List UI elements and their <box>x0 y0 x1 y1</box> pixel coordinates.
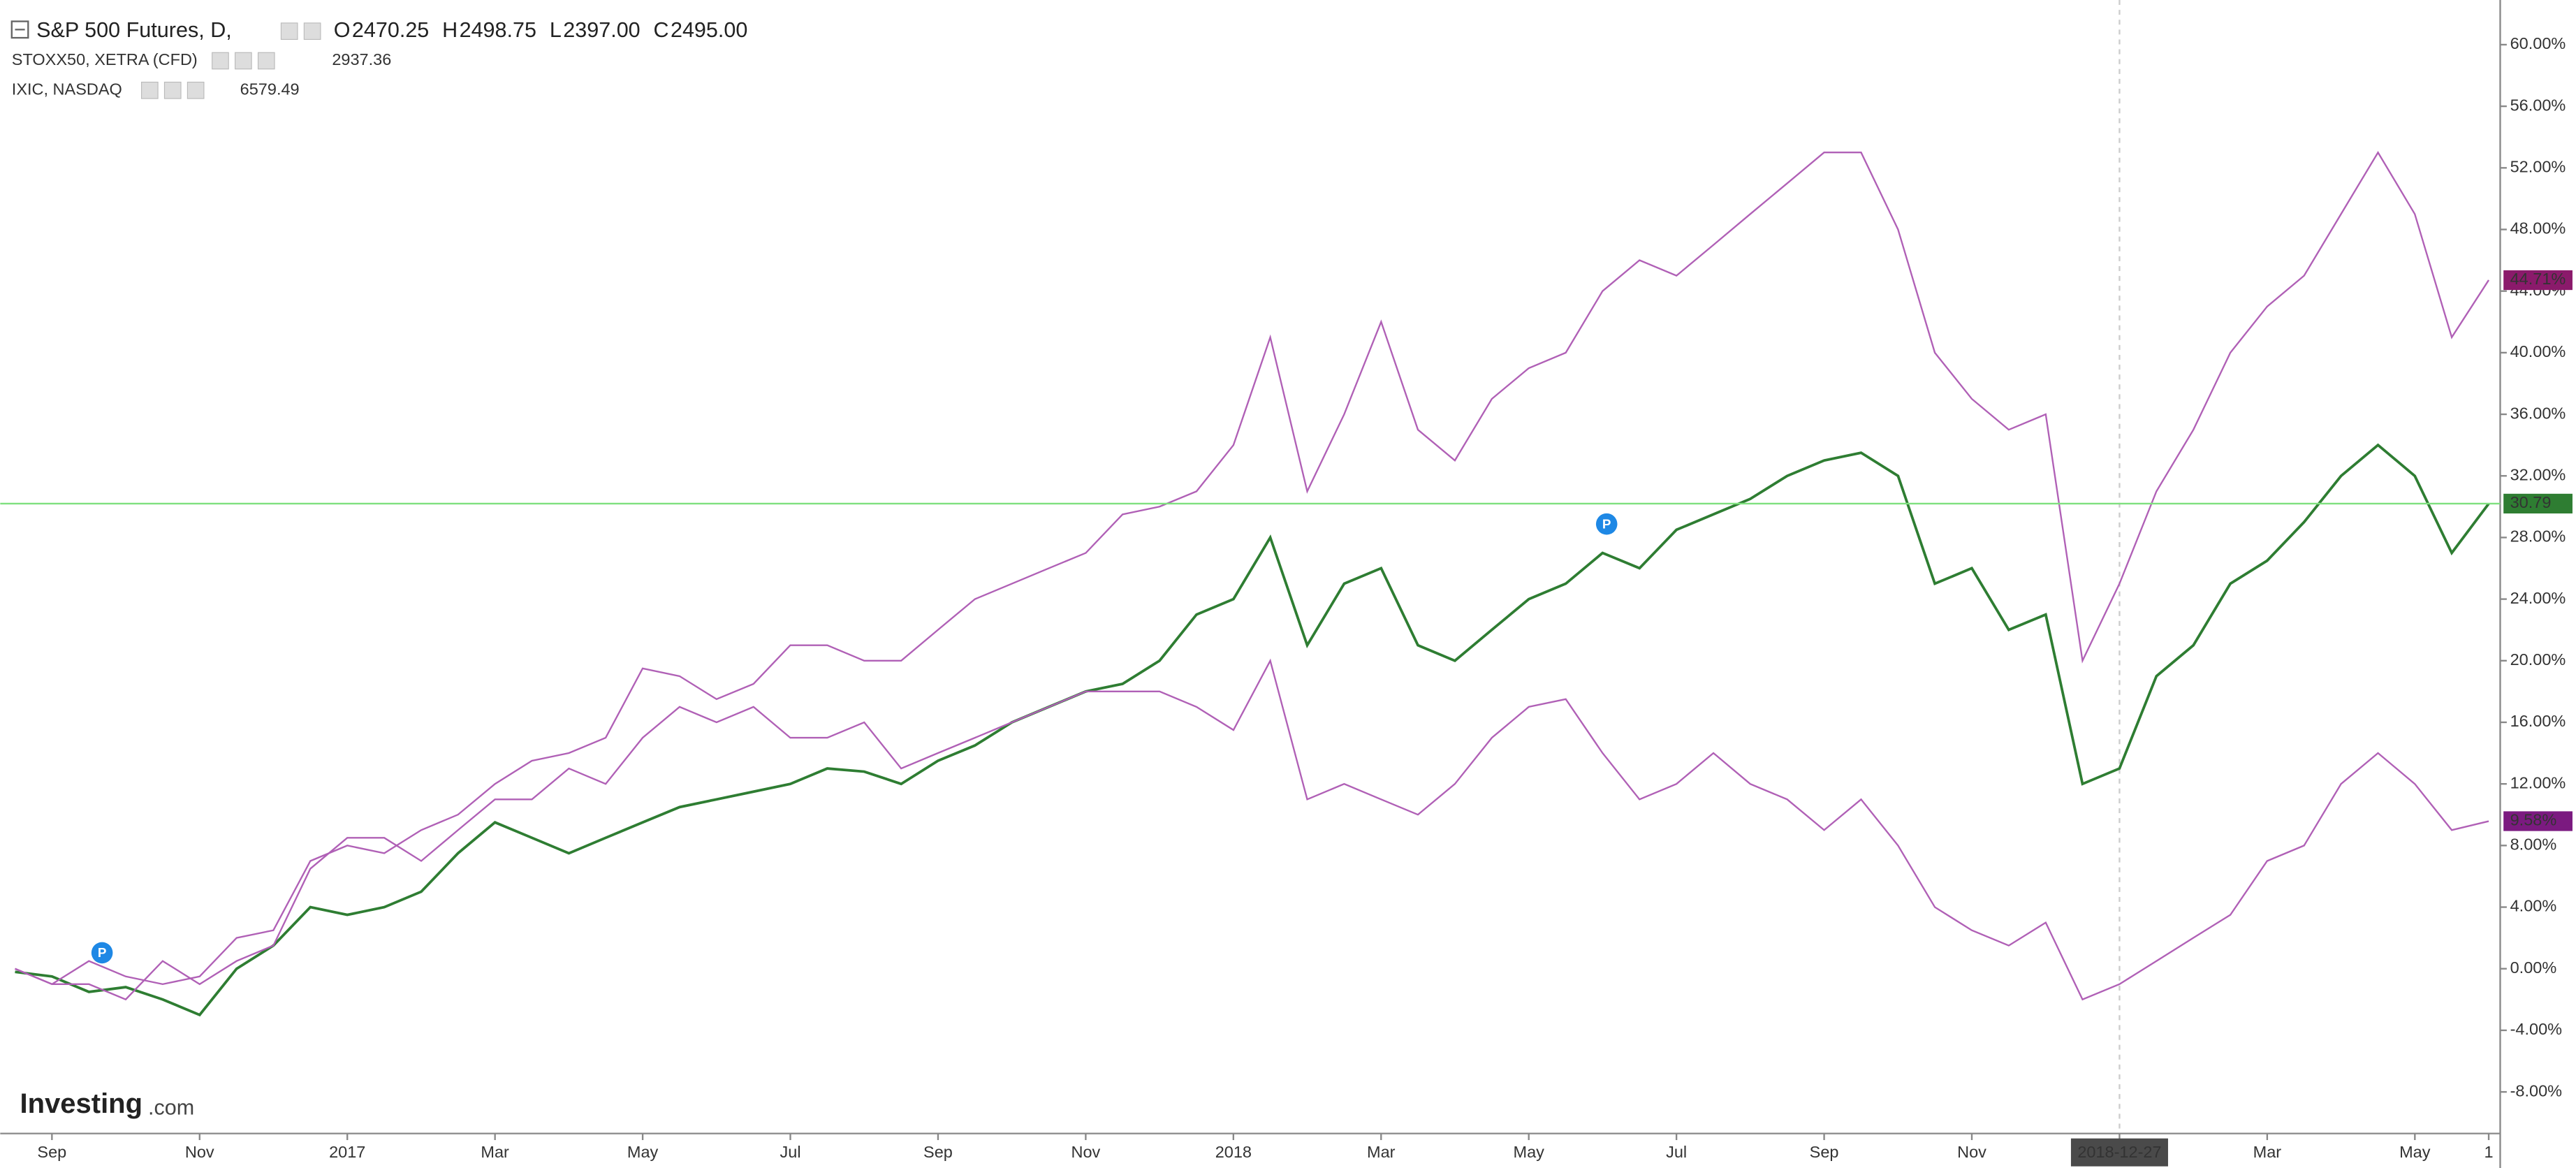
series-line <box>15 658 2489 1001</box>
overlay-layer: 30.79 44.71% 9.58% P P <box>0 270 2573 964</box>
ohlc-value: 2498.75 <box>460 18 536 42</box>
ohlc-key: L <box>550 18 562 42</box>
series-layer <box>15 150 2490 1017</box>
event-marker-label: P <box>1602 516 1611 531</box>
ohlc-key: C <box>654 18 669 42</box>
y-tick-label: 0.00% <box>2510 958 2557 977</box>
x-tick-label: Nov <box>185 1143 214 1161</box>
x-tick-label: 2018-12-27 <box>2077 1143 2161 1161</box>
icon[interactable] <box>163 81 182 99</box>
legend-entry: STOXX50, XETRA (CFD) <box>12 50 198 68</box>
icon[interactable] <box>140 81 159 99</box>
last-label-bg <box>2503 493 2573 514</box>
icon[interactable] <box>257 52 275 70</box>
x-tick-label: Mar <box>2253 1143 2282 1161</box>
icon[interactable] <box>212 52 229 70</box>
ohlc-value: 2397.00 <box>563 18 640 42</box>
y-tick-label: 56.00% <box>2510 96 2566 114</box>
watermark-brand: Investing <box>20 1088 142 1119</box>
y-tick-label: 52.00% <box>2510 158 2566 176</box>
x-tick-label: Nov <box>1957 1143 1986 1161</box>
last-label: 9.58% <box>2510 811 2557 829</box>
y-tick-label: 4.00% <box>2510 897 2557 915</box>
y-tick-label: 40.00% <box>2510 342 2566 360</box>
legend-entry: IXIC, NASDAQ <box>12 80 122 98</box>
icon[interactable] <box>186 81 205 99</box>
y-tick-label: 24.00% <box>2510 589 2566 607</box>
y-tick-label: -4.00% <box>2510 1020 2563 1038</box>
x-tick-label: Sep <box>1810 1143 1839 1161</box>
icon[interactable] <box>280 22 298 41</box>
x-tick-label: Sep <box>37 1143 66 1161</box>
icon[interactable] <box>303 22 321 41</box>
last-label: 30.79 <box>2510 493 2552 511</box>
series-line <box>15 443 2490 1017</box>
y-tick-label: 16.00% <box>2510 712 2566 730</box>
ohlc-key: O <box>334 18 351 42</box>
x-tick-label: Sep <box>923 1143 953 1161</box>
x-tick-label: Mar <box>481 1143 509 1161</box>
watermark-suffix: .com <box>148 1095 194 1119</box>
y-tick-label: 60.00% <box>2510 34 2566 52</box>
x-tick-label: Jul <box>780 1143 801 1161</box>
series-line <box>15 150 2490 986</box>
chart-title: S&P 500 Futures, D, <box>36 18 232 42</box>
event-marker-label: P <box>98 945 107 960</box>
y-tick-label: 28.00% <box>2510 527 2566 546</box>
x-tick-label: 1 <box>2484 1143 2493 1161</box>
y-tick-label: 12.00% <box>2510 773 2566 791</box>
y-tick-label: 32.00% <box>2510 465 2566 483</box>
y-tick-label: 36.00% <box>2510 404 2566 422</box>
y-tick-label: 48.00% <box>2510 219 2566 238</box>
header-icons <box>140 22 321 99</box>
event-marker <box>91 942 113 964</box>
event-marker <box>1595 513 1618 535</box>
ohlc-value: 2470.25 <box>352 18 429 42</box>
x-tick-label: Nov <box>1071 1143 1101 1161</box>
legend-price: 2937.36 <box>332 50 391 68</box>
x-tick-label: May <box>627 1143 659 1161</box>
x-tick-label: Mar <box>1367 1143 1396 1161</box>
x-tick-label: May <box>1514 1143 1545 1161</box>
legend-price: 6579.49 <box>240 80 300 98</box>
last-label: 44.71% <box>2510 270 2566 288</box>
x-tick-label: 2018 <box>1215 1143 1252 1161</box>
x-tick-label: May <box>2399 1143 2431 1161</box>
ohlc-key: H <box>442 18 458 42</box>
y-tick-label: 20.00% <box>2510 650 2566 669</box>
collapse-icon[interactable] <box>10 20 29 39</box>
x-tick-label: Jul <box>1666 1143 1687 1161</box>
grid-layer: -8.00% -4.00% 0.00% 4.00% 8.00% 12.00% 16.00% 2… <box>37 0 2566 1167</box>
x-tick-label: 2017 <box>329 1143 365 1161</box>
ohlc-value: 2495.00 <box>671 18 747 42</box>
last-label-bg <box>2503 270 2573 291</box>
crosshair-label-bg <box>2070 1138 2168 1167</box>
y-tick-label: -8.00% <box>2510 1081 2563 1100</box>
icon[interactable] <box>235 52 252 70</box>
last-label-bg <box>2503 811 2573 831</box>
ohlc-values: O 2470.25 H 2498.75 L 2397.00 C 2495.00 <box>334 18 748 42</box>
y-tick-label: 8.00% <box>2510 835 2557 854</box>
